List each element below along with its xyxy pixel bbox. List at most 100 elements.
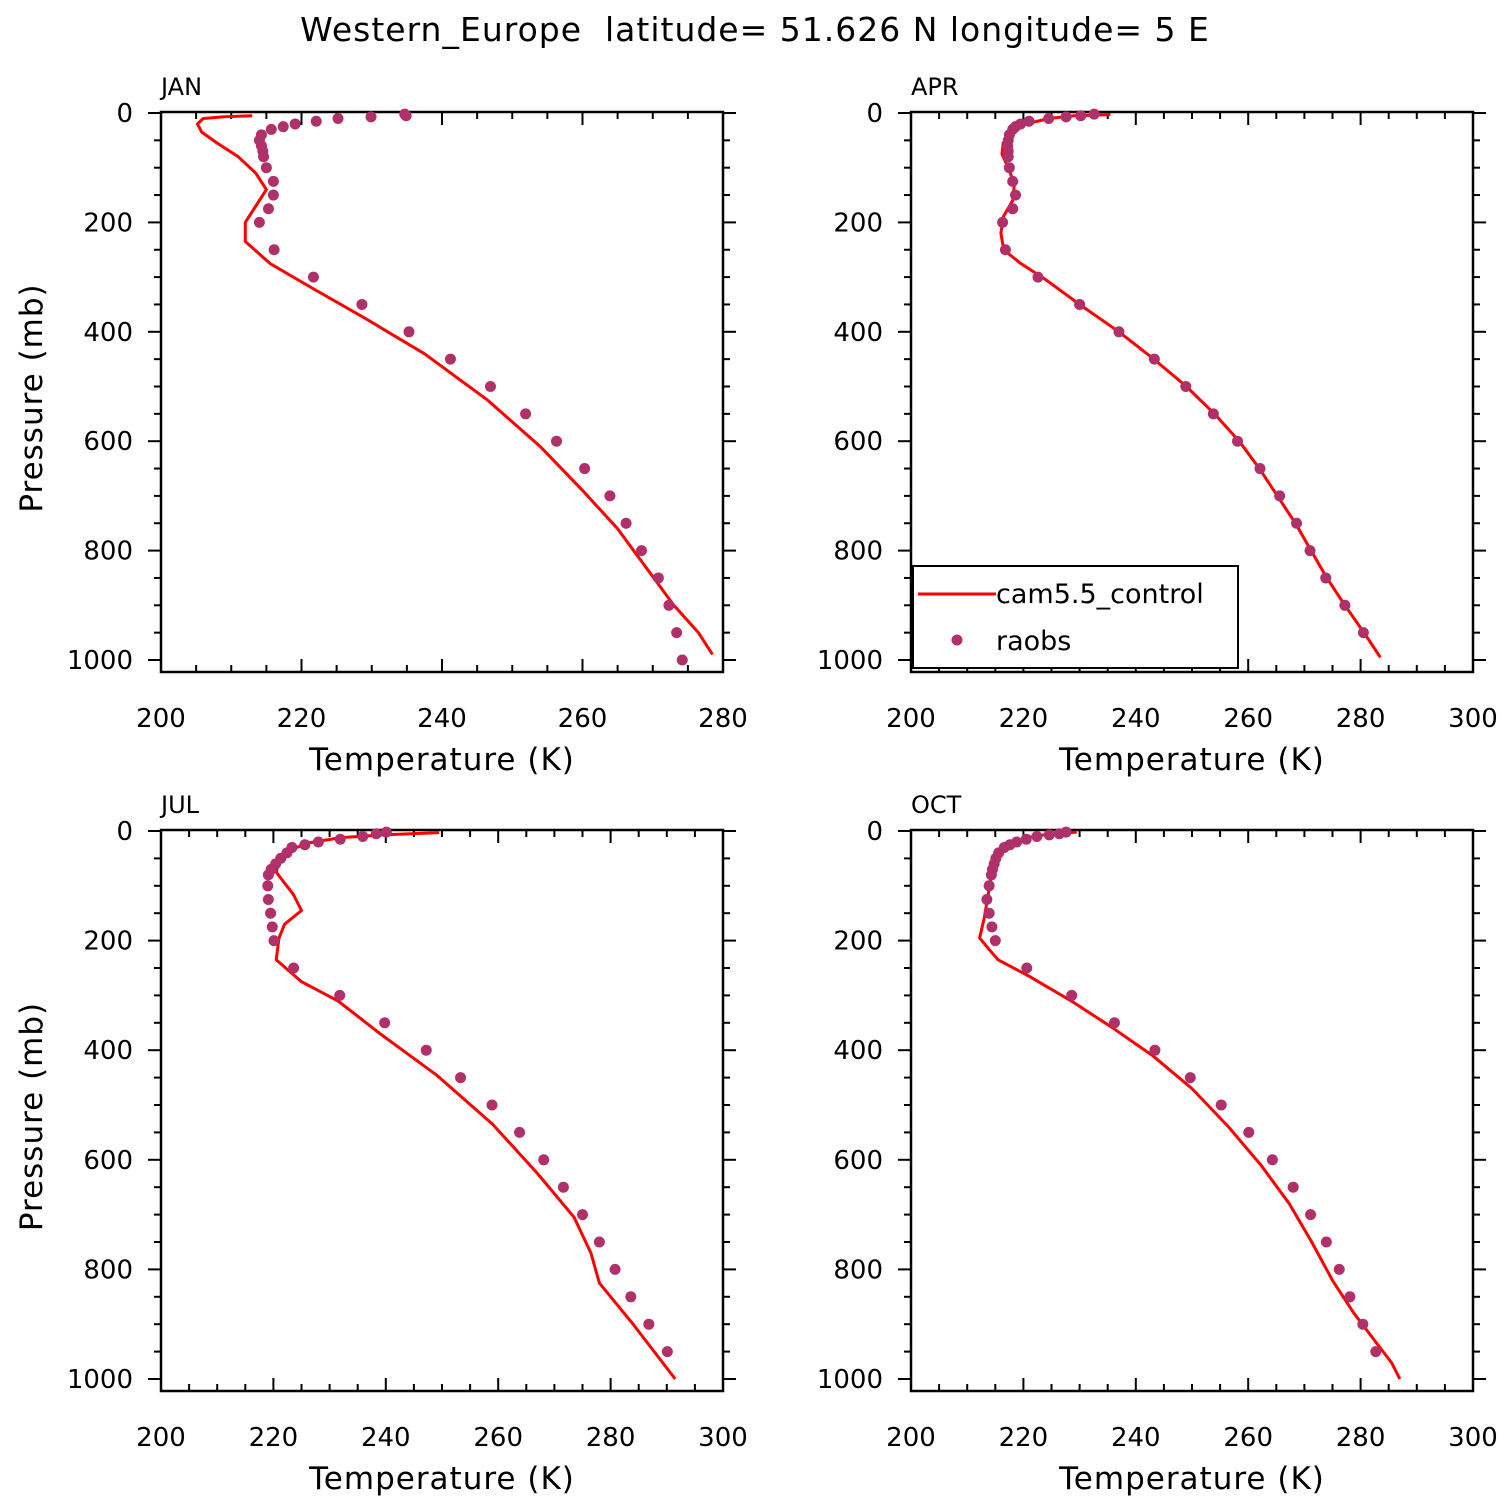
obs-point (1287, 1181, 1299, 1193)
obs-point (312, 836, 324, 848)
obs-point (1007, 203, 1019, 215)
y-axis-label: Pressure (mb) (14, 283, 50, 512)
obs-point (486, 1099, 498, 1111)
obs-point (1305, 1209, 1317, 1221)
obs-point (365, 111, 377, 123)
obs-point (1021, 962, 1033, 974)
obs-point (277, 121, 289, 133)
obs-point (400, 110, 412, 122)
obs-point (593, 1236, 605, 1248)
x-axis-label: Temperature (K) (308, 742, 575, 778)
obs-point (1023, 115, 1035, 127)
obs-point (310, 115, 322, 127)
y-tick-label: 600 (833, 427, 883, 457)
panel-label: APR (911, 73, 959, 101)
obs-point (332, 112, 344, 124)
obs-point (288, 962, 300, 974)
obs-point (420, 1044, 432, 1056)
obs-point (985, 869, 997, 881)
obs-point (983, 880, 995, 892)
obs-point (299, 839, 311, 851)
obs-point (403, 326, 415, 338)
obs-point (307, 271, 319, 283)
obs-point (1357, 1318, 1369, 1330)
obs-point (620, 517, 632, 529)
y-tick-label: 200 (83, 927, 133, 957)
obs-point (1060, 111, 1072, 123)
model-line (978, 830, 1402, 1380)
x-axis-label: Temperature (K) (1058, 1461, 1325, 1497)
obs-point (1243, 1126, 1255, 1138)
figure-title: Western_Europe latitude= 51.626 N longit… (300, 10, 1210, 49)
y-tick-label: 200 (833, 927, 883, 957)
x-tick-label: 220 (249, 1423, 299, 1453)
obs-point (1370, 1346, 1382, 1358)
plot-frame (159, 110, 725, 674)
obs-point (1066, 989, 1078, 1001)
x-tick-label: 300 (1448, 704, 1498, 734)
y-tick-label: 1000 (817, 646, 883, 676)
obs-point (334, 833, 346, 845)
obs-point (1088, 108, 1100, 120)
y-tick-label: 600 (83, 1146, 133, 1176)
panel-apr: 200 220 240 260 280 300 0 200 400 600 800 1000 APR Te… (817, 73, 1498, 778)
obs-point (356, 298, 368, 310)
plot-frame (909, 828, 1475, 1393)
obs-point (661, 1346, 673, 1358)
obs-point (1075, 110, 1087, 122)
obs-point (625, 1291, 637, 1303)
obs-point (1003, 162, 1015, 174)
legend-marker-swatch (951, 634, 963, 646)
y-tick-label: 0 (116, 99, 133, 129)
x-tick-label: 200 (886, 1423, 936, 1453)
obs-point (267, 189, 279, 201)
obs-point (265, 907, 277, 919)
x-tick-label: 280 (698, 704, 748, 734)
legend-label-obs: raobs (996, 626, 1071, 657)
panel-label: JUL (159, 791, 200, 819)
obs-point (1339, 599, 1351, 611)
obs-point (380, 826, 392, 838)
obs-point (636, 545, 648, 557)
x-tick-label: 200 (136, 1423, 186, 1453)
obs-point (1357, 627, 1369, 639)
obs-point (455, 1072, 467, 1084)
y-axis-label: Pressure (mb) (14, 1002, 50, 1231)
obs-point (981, 894, 993, 905)
x-tick-label: 300 (1448, 1423, 1498, 1453)
obs-point (1113, 326, 1125, 338)
obs-point (557, 1181, 569, 1193)
y-tick-label: 0 (116, 817, 133, 847)
panel-jan: 200 220 240 260 280 0 200 400 600 800 1000 JAN Tempe… (14, 73, 748, 778)
y-tick-label: 0 (866, 99, 883, 129)
obs-point (1180, 381, 1192, 392)
x-tick-label: 260 (1223, 1423, 1273, 1453)
x-tick-label: 220 (999, 704, 1049, 734)
obs-point (262, 880, 274, 892)
y-tick-label: 800 (83, 537, 133, 567)
model-line (274, 831, 677, 1380)
x-axis-label: Temperature (K) (308, 1461, 575, 1497)
y-tick-label: 1000 (67, 1365, 133, 1395)
obs-point (1304, 545, 1316, 557)
obs-point (1043, 112, 1055, 124)
x-tick-label: 280 (586, 1423, 636, 1453)
obs-point (268, 935, 280, 947)
plot-frame (159, 828, 725, 1393)
obs-point (1108, 1017, 1120, 1029)
obs-point (652, 572, 664, 584)
obs-point (1053, 828, 1065, 840)
obs-point (379, 1017, 391, 1029)
legend-box (912, 565, 1239, 669)
obs-point (663, 599, 675, 611)
obs-point (983, 907, 995, 919)
x-tick-label: 220 (277, 704, 327, 734)
obs-point (989, 935, 1001, 947)
obs-point (997, 216, 1009, 228)
x-tick-label: 280 (1336, 1423, 1386, 1453)
obs-point (444, 353, 456, 365)
x-tick-label: 260 (1223, 704, 1273, 734)
obs-point (579, 463, 591, 475)
x-tick-label: 200 (886, 704, 936, 734)
obs-point (577, 1209, 588, 1221)
